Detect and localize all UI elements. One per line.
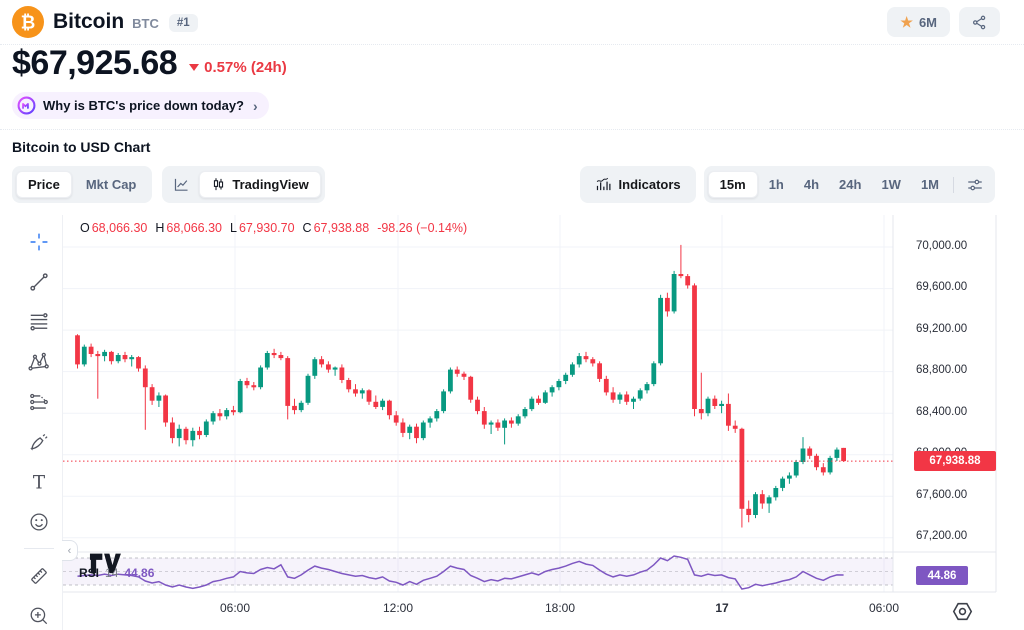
rank-badge: #1 [168,14,198,32]
price-change: 0.57% (24h) [189,59,287,76]
toolbar-collapse-button[interactable]: ‹ [62,540,78,561]
chart-section-title: Bitcoin to USD Chart [12,139,151,155]
toolbar-divider-line [62,215,63,630]
watchlist-button[interactable]: ★ 6M [887,7,950,37]
y-axis-label: 68,800.00 [916,364,968,377]
drawing-toolbar: T [16,222,62,630]
insight-text: Why is BTC's price down today? [43,98,244,113]
ohlc-value: 68,066.30 [91,221,148,235]
chart-view-toggle: TradingView [162,166,325,203]
timeframe-15m[interactable]: 15m [707,171,758,198]
brush-icon[interactable] [19,422,59,462]
star-icon: ★ [900,14,913,30]
zoom-in-icon[interactable] [19,596,59,630]
y-axis-label: 67,200.00 [916,530,968,543]
indicators-button[interactable]: Indicators [579,166,696,203]
timeframe-1h[interactable]: 1h [768,177,784,192]
tradingview-toggle[interactable]: TradingView [199,171,321,198]
price-mktcap-toggle: Price Mkt Cap [12,166,153,203]
ohlc-change: -98.26 (−0.14%) [377,221,468,235]
timeframe-divider [953,176,954,193]
indicators-icon [595,176,612,193]
text-icon[interactable]: T [19,462,59,502]
timeframe-1M[interactable]: 1M [920,177,939,192]
last-price-badge: 67,938.88 [914,451,996,472]
y-axis-label: 69,200.00 [916,322,968,335]
x-axis-label: 18:00 [544,601,576,615]
fib-retracement-icon[interactable] [19,302,59,342]
svg-text:₿: ₿ [21,13,36,34]
x-axis-label: 17 [715,601,729,615]
rsi-legend: RSI 14 44.86 [79,566,154,580]
rsi-value: 44.86 [124,566,155,580]
svg-text:T: T [33,472,46,493]
bitcoin-logo: ₿ [12,6,44,38]
line-chart-icon[interactable] [166,172,197,197]
ohlc-value: 67,930.70 [238,221,295,235]
current-price: $67,925.68 [12,44,178,82]
x-axis-label: 12:00 [382,601,414,615]
coin-name: Bitcoin [53,10,125,33]
tab-mkt-cap[interactable]: Mkt Cap [85,177,137,192]
triangle-down-icon [189,63,200,71]
sliders-icon[interactable] [959,172,991,198]
tab-price[interactable]: Price [16,171,72,198]
chart-controls: Price Mkt Cap TradingView Indicators 15m 1… [12,166,995,203]
insight-pill[interactable]: Why is BTC's price down today? › [12,92,269,119]
x-axis-label: 06:00 [868,601,900,615]
tradingview-label: TradingView [232,177,309,192]
x-axis-label: 06:00 [219,601,251,615]
price-row: $67,925.68 0.57% (24h) [12,44,287,83]
chevron-right-icon: › [253,97,258,114]
tradingview-watermark [86,551,124,579]
hexagon-settings-icon[interactable] [950,599,975,629]
y-axis-label: 67,600.00 [916,488,968,501]
emoji-icon[interactable] [19,502,59,542]
crosshair-icon[interactable] [19,222,59,262]
ohlc-key: O [80,221,90,235]
ohlc-key: L [229,221,237,235]
timeframe-selector: 15m 1h 4h 24h 1W 1M [703,166,995,203]
timeframe-24h[interactable]: 24h [839,177,862,192]
rsi-badge: 44.86 [916,566,968,585]
section-divider [0,44,1024,45]
share-button[interactable] [959,7,1000,37]
ohlc-key: C [302,221,312,235]
projection-icon[interactable] [19,382,59,422]
indicators-label: Indicators [618,177,681,192]
ohlc-legend: O 68,066.30 H 68,066.30 L 67,930.70 C 67,938.88… [80,221,467,235]
y-axis-label: 68,400.00 [916,405,968,418]
share-icon [971,14,988,31]
candlestick-icon [211,177,226,192]
toolbar-divider [24,548,54,549]
y-axis-label: 69,600.00 [916,281,968,294]
xabcd-pattern-icon[interactable] [19,342,59,382]
trend-line-icon[interactable] [19,262,59,302]
ohlc-value: 68,066.30 [166,221,222,235]
ohlc-value: 67,938.88 [313,221,370,235]
timeframe-1W[interactable]: 1W [881,177,901,192]
y-axis-label: 70,000.00 [916,239,968,252]
section-divider [0,129,1024,130]
measure-icon[interactable] [19,556,59,596]
price-change-text: 0.57% (24h) [204,58,287,76]
rsi-period: 14 [105,566,119,580]
watchlist-count: 6M [918,14,937,30]
cmc-ai-icon [17,96,36,115]
coin-header: ₿ Bitcoin BTC #1 ★ 6M [12,5,1000,39]
ohlc-key: H [155,221,165,235]
coin-symbol: BTC [132,16,159,31]
timeframe-4h[interactable]: 4h [803,177,820,192]
rsi-label: RSI [79,566,100,580]
chart-canvas[interactable] [63,215,893,592]
